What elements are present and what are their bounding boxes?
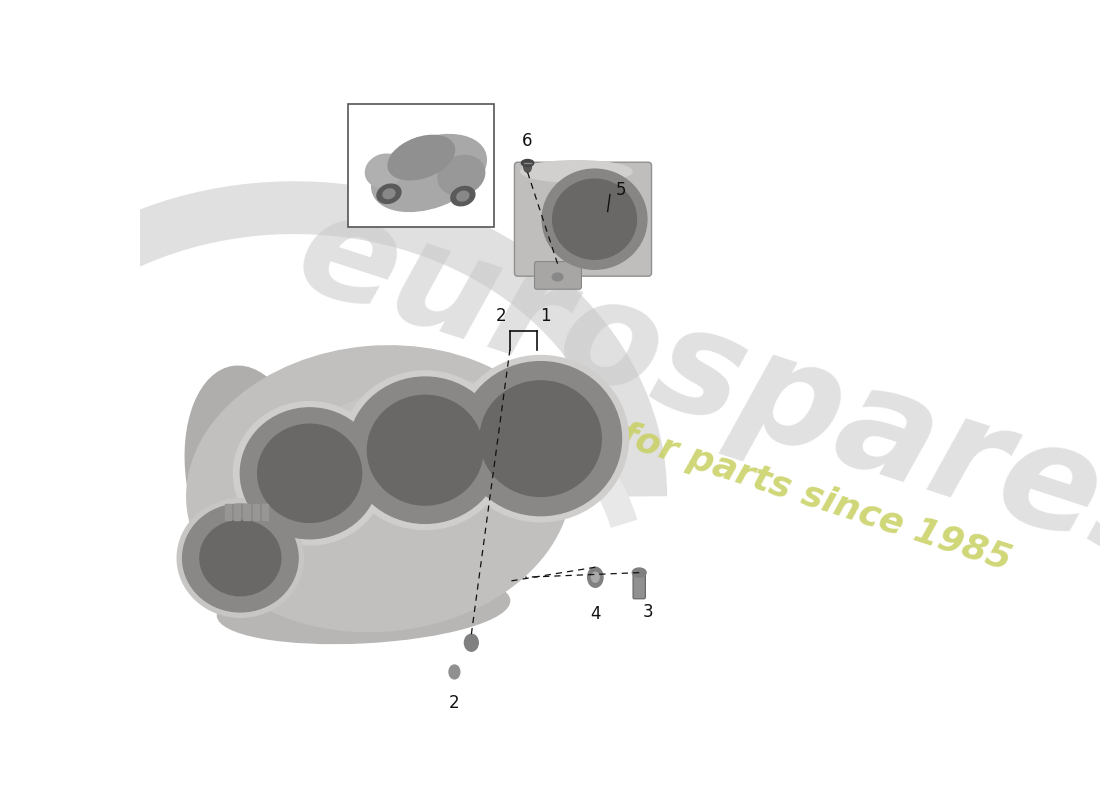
Ellipse shape	[520, 161, 632, 182]
Text: 1: 1	[540, 306, 550, 325]
FancyBboxPatch shape	[634, 571, 646, 599]
Ellipse shape	[377, 184, 402, 203]
Ellipse shape	[542, 169, 647, 270]
Text: 4: 4	[590, 605, 601, 623]
Ellipse shape	[632, 568, 646, 578]
Ellipse shape	[372, 134, 486, 211]
Text: 5: 5	[615, 181, 626, 199]
Bar	[243, 504, 250, 519]
Ellipse shape	[456, 191, 469, 201]
Ellipse shape	[521, 159, 534, 166]
Ellipse shape	[341, 371, 509, 530]
Ellipse shape	[233, 402, 386, 545]
Bar	[253, 504, 258, 519]
Text: a passion for parts since 1985: a passion for parts since 1985	[420, 354, 1015, 577]
Text: 2: 2	[449, 694, 460, 711]
Ellipse shape	[348, 377, 502, 523]
Ellipse shape	[480, 381, 602, 496]
Ellipse shape	[449, 665, 460, 679]
Text: 2: 2	[496, 306, 507, 325]
Ellipse shape	[464, 634, 478, 651]
Ellipse shape	[257, 424, 362, 522]
Ellipse shape	[388, 135, 454, 180]
Ellipse shape	[383, 189, 395, 198]
Ellipse shape	[592, 572, 600, 582]
Ellipse shape	[177, 498, 304, 618]
Text: 3: 3	[642, 603, 653, 622]
Text: eurospares: eurospares	[280, 179, 1100, 598]
Text: 6: 6	[522, 132, 532, 150]
Ellipse shape	[453, 355, 628, 522]
Ellipse shape	[200, 520, 280, 596]
Ellipse shape	[367, 395, 483, 505]
Ellipse shape	[552, 179, 637, 259]
Ellipse shape	[185, 366, 311, 580]
Ellipse shape	[240, 408, 378, 538]
Ellipse shape	[451, 186, 475, 206]
FancyBboxPatch shape	[515, 162, 651, 276]
Ellipse shape	[438, 155, 485, 195]
Ellipse shape	[183, 504, 298, 612]
Ellipse shape	[302, 382, 548, 473]
Ellipse shape	[460, 362, 621, 516]
FancyBboxPatch shape	[535, 262, 582, 290]
Ellipse shape	[365, 154, 404, 187]
Ellipse shape	[552, 273, 563, 281]
Ellipse shape	[587, 567, 603, 587]
Ellipse shape	[524, 162, 531, 172]
Bar	[234, 504, 240, 519]
Bar	[348, 104, 495, 227]
Ellipse shape	[218, 573, 509, 643]
Bar	[224, 504, 231, 519]
Bar	[262, 504, 268, 519]
Ellipse shape	[187, 346, 571, 631]
